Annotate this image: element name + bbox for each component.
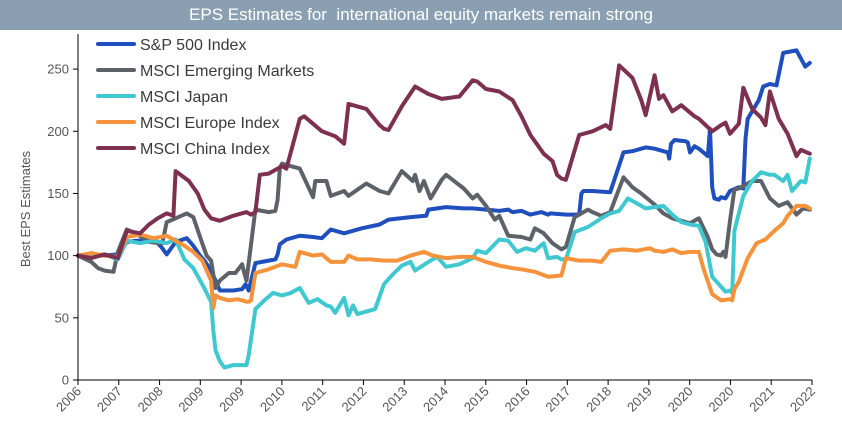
line-chart: 0 50 100 150 200 250 Best EPS Estimates 2006 200… xyxy=(18,34,818,415)
legend-label-2: MSCI Japan xyxy=(140,89,228,106)
legend-label-0: S&P 500 Index xyxy=(140,37,246,54)
series-line-3 xyxy=(76,203,812,310)
x-tick-label: 2018 xyxy=(583,384,614,415)
y-tick-label: 150 xyxy=(47,186,69,201)
y-tick-label: 100 xyxy=(47,248,69,263)
legend-label-1: MSCI Emerging Markets xyxy=(140,63,314,80)
y-tick-label: 0 xyxy=(62,373,69,388)
legend: S&P 500 Index MSCI Emerging Markets MSCI J… xyxy=(96,37,314,158)
chart-area: 0 50 100 150 200 250 Best EPS Estimates 2006 200… xyxy=(0,30,842,432)
legend-label-4: MSCI China Index xyxy=(140,141,270,158)
x-tick-label: 2010 xyxy=(257,384,288,415)
x-tick-label: 2017 xyxy=(542,384,573,415)
x-tick-label: 2006 xyxy=(53,384,84,415)
x-tick-label: 2013 xyxy=(379,384,410,415)
x-tick-label: 2007 xyxy=(94,384,125,415)
series-line-0 xyxy=(76,48,812,293)
legend-label-3: MSCI Europe Index xyxy=(140,115,280,132)
x-tick-label: 2022 xyxy=(787,384,818,415)
chart-title: EPS Estimates for international equity m… xyxy=(189,5,653,24)
x-tick-label: 2020 xyxy=(706,384,737,415)
x-tick-label: 2016 xyxy=(502,384,533,415)
y-tick-label: 50 xyxy=(55,310,69,325)
x-tick-label: 2021 xyxy=(746,384,777,415)
x-tick-label: 2014 xyxy=(420,384,451,415)
series-line-1 xyxy=(76,161,812,290)
series-layer xyxy=(76,48,812,370)
x-tick-label: 2012 xyxy=(339,384,370,415)
series-line-4 xyxy=(76,63,812,261)
x-tick-label: 2011 xyxy=(298,384,328,414)
x-tick-label: 2008 xyxy=(135,384,166,415)
y-tick-label: 200 xyxy=(47,124,69,139)
y-tick-label: 250 xyxy=(47,62,69,77)
x-tick-label: 2015 xyxy=(461,384,492,415)
series-line-2 xyxy=(76,156,812,370)
x-tick-label: 2019 xyxy=(624,384,655,415)
y-axis-label: Best EPS Estimates xyxy=(18,150,33,267)
x-tick-label: 2020 xyxy=(665,384,696,415)
x-tick-label: 2009 xyxy=(216,384,247,415)
x-tick-label: 2009 xyxy=(175,384,206,415)
chart-title-bar: EPS Estimates for international equity m… xyxy=(0,0,842,30)
